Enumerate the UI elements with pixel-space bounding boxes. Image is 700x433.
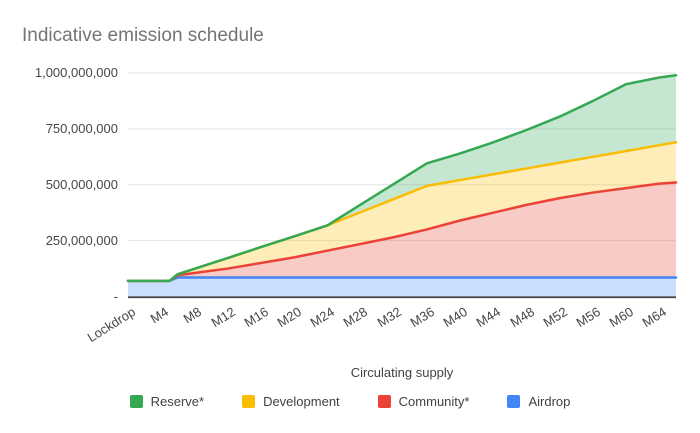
series-area-reserve[interactable] <box>128 75 676 281</box>
series-line-community[interactable] <box>126 181 678 283</box>
legend-item-airdrop[interactable]: Airdrop <box>507 394 570 409</box>
y-tick-label: - <box>113 288 118 304</box>
legend-item-community[interactable]: Community* <box>377 394 470 409</box>
y-tick-label: 750,000,000 <box>45 120 118 136</box>
legend-swatch-icon <box>507 395 521 408</box>
chart-title: Indicative emission schedule <box>22 25 264 46</box>
legend-item-reserve[interactable]: Reserve* <box>129 394 205 409</box>
legend-label: Community* <box>398 394 470 409</box>
series-line-reserve[interactable] <box>126 73 678 283</box>
series-area-community[interactable] <box>128 182 676 281</box>
x-axis-title: Circulating supply <box>350 365 454 380</box>
legend-swatch-icon <box>242 395 256 408</box>
y-tick-label: 250,000,000 <box>45 232 118 248</box>
legend: Reserve* Development Community* Airdrop <box>0 394 700 409</box>
legend-item-development[interactable]: Development <box>242 394 340 409</box>
y-tick-label: 1,000,000,000 <box>34 65 118 80</box>
legend-swatch-icon <box>377 395 391 408</box>
legend-swatch-icon <box>129 395 143 408</box>
series-line-airdrop[interactable] <box>126 276 678 283</box>
series-area-airdrop[interactable] <box>128 277 676 297</box>
legend-label: Development <box>263 394 340 409</box>
y-tick-label: 500,000,000 <box>45 176 118 192</box>
legend-label: Reserve* <box>150 394 205 409</box>
legend-label: Airdrop <box>528 394 571 409</box>
